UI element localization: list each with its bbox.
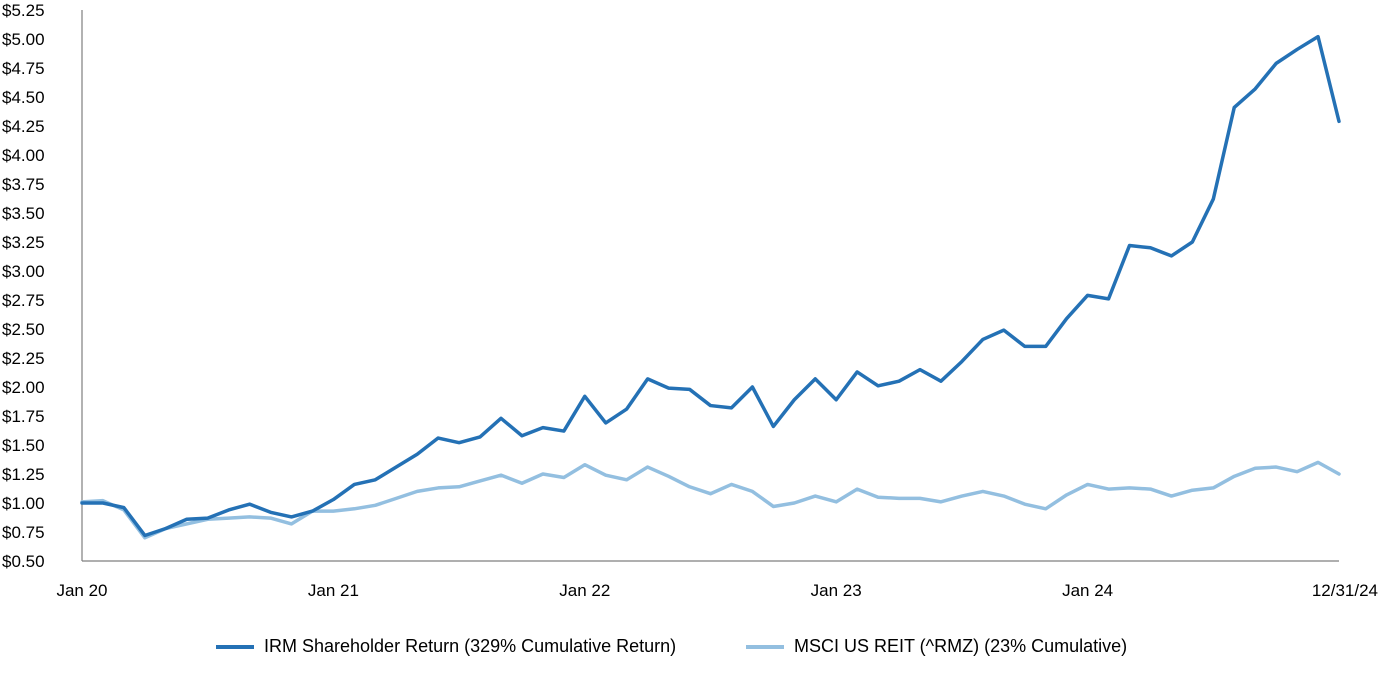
y-tick-label: $4.50 [2,88,45,107]
legend-swatch-rmz [746,644,784,649]
y-tick-label: $5.00 [2,30,45,49]
y-tick-label: $3.00 [2,262,45,281]
y-tick-label: $4.00 [2,146,45,165]
y-tick-label: $1.75 [2,407,45,426]
y-tick-label: $0.75 [2,523,45,542]
legend: IRM Shareholder Return (329% Cumulative … [0,636,1392,666]
legend-label-rmz: MSCI US REIT (^RMZ) (23% Cumulative) [794,636,1128,656]
y-tick-label: $3.25 [2,233,45,252]
legend-item-irm: IRM Shareholder Return (329% Cumulative … [216,636,676,657]
y-tick-label: $1.25 [2,465,45,484]
y-tick-label: $3.50 [2,204,45,223]
y-tick-label: $5.25 [2,1,45,20]
x-tick-label: Jan 21 [308,581,359,600]
x-tick-label: 12/31/24 [1312,581,1378,600]
y-tick-label: $2.75 [2,291,45,310]
y-tick-label: $2.25 [2,349,45,368]
legend-swatch-irm [216,644,254,649]
x-tick-label: Jan 20 [56,581,107,600]
legend-item-rmz: MSCI US REIT (^RMZ) (23% Cumulative) [746,636,1127,657]
y-tick-label: $4.75 [2,59,45,78]
series-line-irm [80,34,1341,538]
y-tick-label: $2.00 [2,378,45,397]
y-tick-label: $2.50 [2,320,45,339]
y-axis: $0.50 $0.75 $1.00 $1.25 $1.50 $1.75 $2.00 $2.25… [2,1,83,571]
series-line-rmz [80,460,1341,540]
y-tick-label: $1.50 [2,436,45,455]
y-tick-label: $4.25 [2,117,45,136]
legend-label-irm: IRM Shareholder Return (329% Cumulative … [264,636,677,656]
y-tick-label: $1.00 [2,494,45,513]
y-tick-label: $3.75 [2,175,45,194]
series-lines [80,34,1341,540]
line-chart: $0.50 $0.75 $1.00 $1.25 $1.50 $1.75 $2.00 $2.25… [2,1,1378,600]
y-tick-label: $0.50 [2,552,45,571]
x-tick-label: Jan 24 [1062,581,1113,600]
x-tick-label: Jan 22 [559,581,610,600]
x-tick-label: Jan 23 [811,581,862,600]
x-axis: Jan 20 Jan 21 Jan 22 Jan 23 Jan 24 12/31/24 [56,560,1378,600]
